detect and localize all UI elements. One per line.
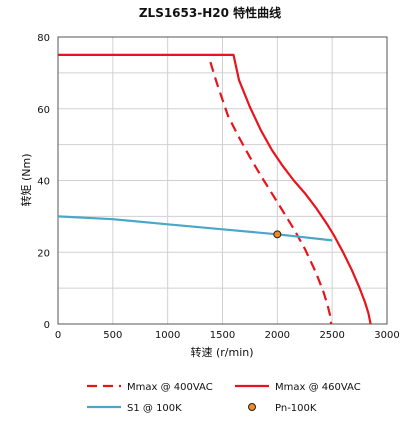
y-tick-label: 20 (37, 248, 50, 259)
x-tick-label: 2500 (319, 330, 344, 341)
x-tick-label: 3000 (374, 330, 399, 341)
y-tick-label: 60 (37, 105, 50, 116)
axis-ticks: 0 500 1000 1500 2000 2500 3000 0 20 40 60 80 (37, 33, 399, 341)
x-tick-label: 500 (103, 330, 122, 341)
grid (57, 36, 388, 325)
series (57, 53, 372, 325)
legend-label-mmax-400vac: Mmax @ 400VAC (127, 382, 213, 393)
legend-label-s1-100k: S1 @ 100K (127, 403, 182, 414)
series-line-mmax-400vac (209, 61, 333, 325)
plot-frame (57, 36, 388, 325)
series-line-s1-100k (57, 215, 333, 242)
legend-label-pn-100k: Pn-100K (275, 403, 317, 414)
x-tick-label: 2000 (265, 330, 290, 341)
legend-marker-pn-100k (248, 403, 256, 411)
y-tick-label: 0 (44, 320, 50, 331)
data-point-pn-100k (273, 230, 282, 239)
y-axis-label: 转矩 (Nm) (19, 153, 33, 206)
x-tick-label: 0 (55, 330, 61, 341)
legend: Mmax @ 400VAC Mmax @ 460VAC S1 @ 100K Pn-10… (87, 382, 361, 414)
legend-label-mmax-460vac: Mmax @ 460VAC (275, 382, 361, 393)
y-tick-label: 40 (37, 177, 50, 188)
y-tick-label: 80 (37, 33, 50, 44)
x-tick-label: 1000 (155, 330, 180, 341)
chart-title: ZLS1653-H20 特性曲线 (139, 5, 281, 20)
x-tick-label: 1500 (210, 330, 235, 341)
series-line-mmax-460vac (58, 53, 372, 325)
x-axis-label: 转速 (r/min) (190, 345, 253, 359)
